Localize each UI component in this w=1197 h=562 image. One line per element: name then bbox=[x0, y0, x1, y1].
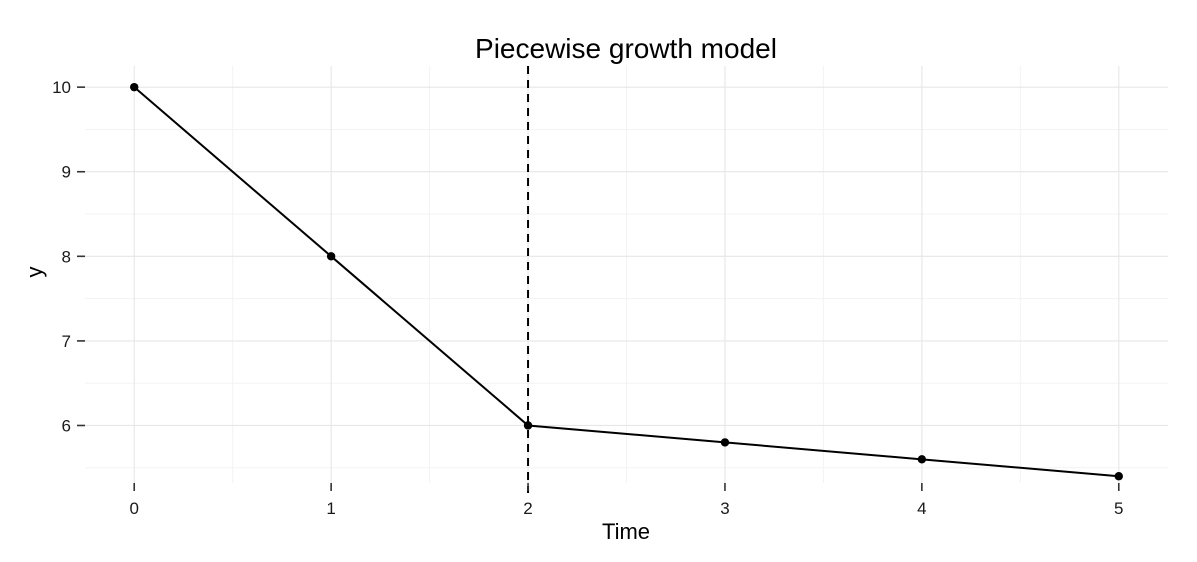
data-point bbox=[523, 421, 533, 430]
x-tick-label: 2 bbox=[523, 499, 532, 518]
data-point bbox=[326, 252, 336, 261]
data-point bbox=[917, 455, 927, 464]
y-tick-label: 6 bbox=[62, 416, 71, 435]
x-tick-label: 0 bbox=[129, 499, 138, 518]
y-tick-label: 10 bbox=[52, 78, 71, 97]
data-point bbox=[130, 82, 139, 92]
x-tick-label: 5 bbox=[1114, 499, 1123, 518]
y-tick-label: 7 bbox=[62, 332, 71, 351]
series-line bbox=[133, 86, 1119, 478]
x-axis-title: Time bbox=[602, 519, 650, 544]
x-tick-label: 4 bbox=[917, 499, 926, 518]
grid bbox=[85, 66, 1168, 483]
x-tick-label: 3 bbox=[720, 499, 729, 518]
y-axis-title: y bbox=[22, 267, 47, 278]
data-point bbox=[1114, 472, 1123, 481]
data-point bbox=[720, 438, 730, 447]
axis-ticks: 0 1 2 3 4 5 6 7 8 9 10 bbox=[52, 78, 1123, 518]
y-tick-label: 9 bbox=[62, 163, 71, 182]
series bbox=[130, 82, 1123, 481]
chart-title: Piecewise growth model bbox=[475, 33, 777, 64]
x-tick-label: 1 bbox=[326, 499, 335, 518]
y-tick-label: 8 bbox=[62, 247, 71, 266]
